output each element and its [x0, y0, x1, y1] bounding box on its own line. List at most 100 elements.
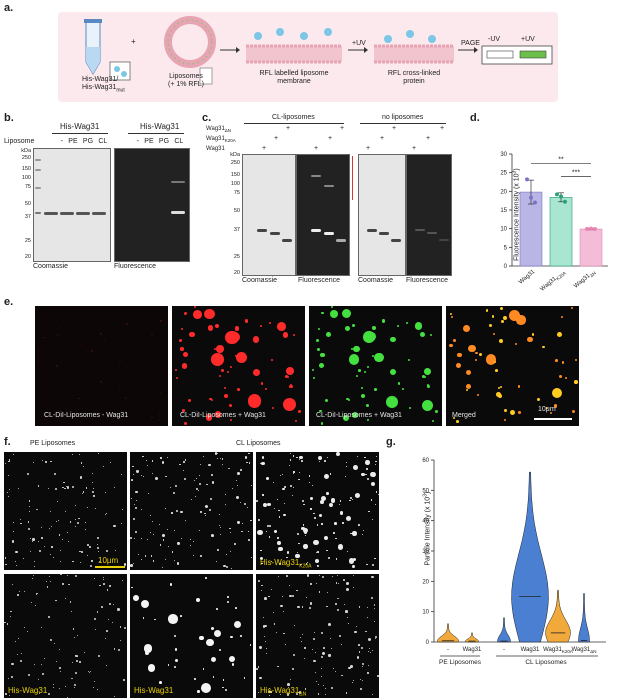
particle [328, 623, 332, 626]
particle [299, 472, 301, 474]
particle [280, 604, 283, 608]
particle [313, 512, 315, 514]
particle [193, 554, 195, 556]
particle [38, 356, 40, 358]
particle [422, 374, 426, 378]
particle [496, 392, 501, 398]
particle [48, 528, 50, 530]
particle [205, 514, 207, 516]
particle [310, 508, 312, 510]
protein-label: His-Wag31/ His-Wag31mut [82, 76, 125, 94]
particle [130, 537, 133, 539]
particle [276, 322, 286, 332]
particle [516, 315, 526, 325]
minus-uv-label: -UV [488, 36, 501, 43]
particle [247, 506, 249, 508]
particle [199, 636, 204, 641]
particle [269, 321, 272, 324]
particle [266, 530, 268, 532]
particle [198, 530, 200, 532]
particle [173, 529, 175, 531]
lane-label: PE [68, 138, 78, 145]
particle [499, 306, 503, 311]
particle [223, 393, 229, 399]
particle [36, 509, 38, 511]
particle [56, 521, 58, 523]
particle [351, 323, 356, 328]
particle [159, 523, 161, 525]
particle [229, 336, 233, 340]
particle [59, 666, 62, 669]
particle [345, 475, 347, 478]
particle [323, 474, 329, 480]
particle [298, 479, 300, 481]
particle [312, 648, 314, 650]
particle [64, 487, 67, 490]
particle [311, 484, 314, 487]
particle [56, 661, 58, 663]
particle [222, 686, 224, 689]
particle [365, 630, 367, 632]
particle [289, 678, 291, 681]
particle [38, 540, 40, 542]
particle [91, 560, 93, 562]
x-tick-label: Wag31K20A [540, 269, 567, 294]
particle [183, 421, 187, 425]
particle [270, 561, 272, 563]
particle [369, 648, 371, 650]
particle [53, 684, 55, 686]
particle [310, 497, 314, 501]
membrane-label: RFL labelled liposome membrane [246, 70, 342, 86]
particle [357, 656, 360, 659]
particle [106, 629, 108, 632]
particle [197, 490, 199, 492]
particle [141, 475, 143, 477]
panel-b-label: b. [4, 112, 14, 124]
particle [317, 347, 321, 351]
particle [286, 367, 295, 375]
particle [345, 610, 348, 613]
marker-label: 50 [233, 208, 240, 214]
particle [153, 393, 155, 395]
particle [113, 524, 116, 527]
micrograph-f-pe-minus [4, 452, 127, 570]
particle [104, 491, 106, 493]
particle [335, 452, 340, 457]
particle [38, 351, 40, 353]
particle [262, 616, 264, 618]
particle [32, 538, 35, 541]
particle [190, 498, 193, 501]
particle [68, 541, 69, 543]
x-tick-sub: K20A [555, 270, 567, 281]
particle [54, 643, 56, 645]
particle [43, 418, 45, 420]
particle [235, 495, 239, 499]
particle [287, 682, 291, 686]
particle [50, 526, 52, 528]
particle [373, 620, 375, 622]
lane-label: CL [98, 138, 108, 145]
group-label: PE Liposomes [439, 659, 482, 666]
particle [223, 564, 226, 568]
particle [288, 584, 290, 586]
panel-g-label: g. [386, 436, 396, 448]
marker-label: 20 [24, 254, 31, 260]
particle [337, 597, 339, 599]
particle [86, 554, 88, 556]
particle [142, 617, 145, 620]
x-tick-label: Wag31K20A [543, 647, 573, 654]
violin [437, 623, 459, 643]
particle [19, 659, 23, 663]
particle [79, 661, 81, 663]
particle [83, 652, 85, 654]
particle [182, 469, 184, 471]
y-tick-label: 5 [504, 245, 508, 251]
particle [334, 522, 337, 525]
particle [66, 531, 68, 533]
particle [264, 388, 267, 391]
particle [211, 480, 215, 484]
particle [151, 416, 153, 419]
particle [354, 630, 357, 633]
particle [231, 663, 235, 666]
particle [328, 503, 333, 508]
